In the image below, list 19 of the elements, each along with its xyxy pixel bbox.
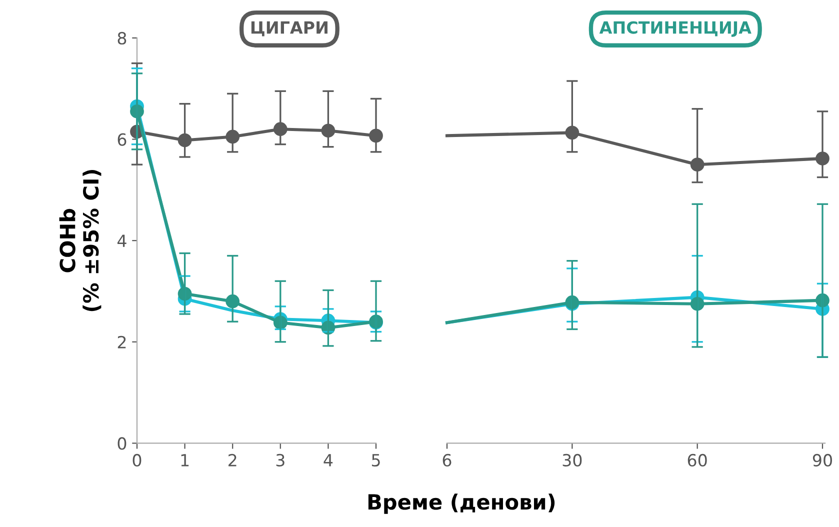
x-axis-title: Време (денови) [368,494,555,514]
x-tick-label: 0 [132,454,142,467]
text: ЦИГАРИ [251,21,328,36]
x-tick-label: 2 [228,454,236,466]
x-tick-label: 4 [324,454,333,466]
y-tick-label: 2 [118,336,126,348]
x-tick-label: 30 [562,454,582,467]
y-axis-title: COHb (% ±95% CI) [59,170,102,312]
y-tick-label: 0 [118,437,126,450]
y-tick-label: 4 [117,234,126,247]
y-tick-label: 6 [118,133,126,146]
text: АПСТИНЕНЦИЈА [599,21,752,37]
y-tick-label: 8 [118,32,126,45]
x-tick-label: 60 [688,454,707,467]
x-tick-label: 90 [812,454,832,467]
x-tick-label: 5 [372,454,380,467]
x-tick-label: 1 [181,454,189,466]
x-tick-label: 3 [276,454,284,467]
x-tick-label: 6 [442,454,452,467]
